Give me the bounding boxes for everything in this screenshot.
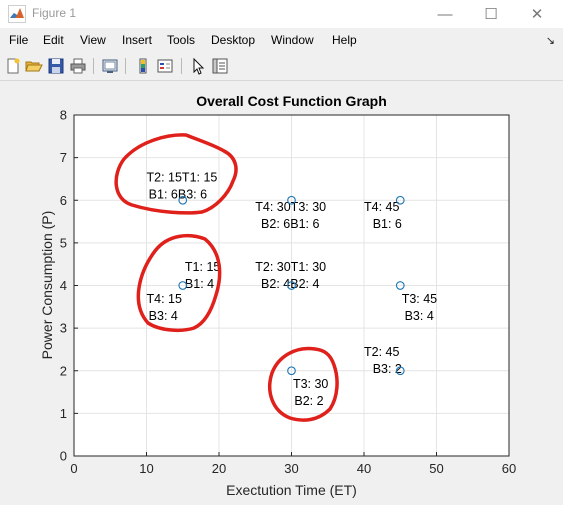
y-tick-label: 1 — [60, 406, 67, 421]
y-tick-label: 3 — [60, 321, 67, 336]
point-label: T4: 30T3: 30 — [255, 200, 326, 214]
annotation-circle-middle-left — [136, 233, 222, 333]
menu-help[interactable]: Help — [332, 33, 357, 47]
menu-bar: File Edit View Insert Tools Desktop Wind… — [0, 28, 563, 52]
point-label: T1: 15 — [185, 260, 220, 274]
point-label: T2: 15T1: 15 — [147, 170, 218, 184]
point-label: T4: 15 — [147, 292, 182, 306]
x-tick-label: 50 — [429, 461, 443, 476]
open-file-icon[interactable] — [25, 57, 43, 75]
close-button[interactable]: ✕ — [530, 6, 544, 23]
dock-arrow-icon[interactable]: ↘ — [545, 35, 555, 47]
menu-desktop[interactable]: Desktop — [211, 33, 256, 47]
data-point — [395, 281, 405, 290]
point-label: T4: 45 — [364, 200, 399, 214]
data-point — [395, 195, 405, 205]
edit-plot-icon[interactable] — [189, 57, 207, 75]
chart-title: Overall Cost Function Graph — [196, 93, 387, 109]
data-point — [395, 366, 405, 376]
point-label: B2: 2 — [294, 394, 323, 408]
print-icon[interactable] — [69, 57, 87, 75]
minimize-button[interactable]: — — [437, 5, 453, 23]
toolbar-separator — [93, 58, 94, 74]
point-label: B1: 6B3: 6 — [149, 187, 207, 201]
point-labels: T2: 15T1: 15 B1: 6B3: 6 T4: 30T3: 30 B2: 6B… — [147, 170, 438, 408]
cost-function-chart: 0 10 20 30 40 50 60 0 1 2 3 4 5 6 7 8 T2: 15T1: 15 B1: 6… — [39, 93, 516, 498]
window-title: Figure 1 — [32, 6, 77, 20]
data-point — [178, 281, 188, 290]
y-tick-label: 7 — [60, 150, 67, 165]
y-tick-label: 4 — [60, 278, 67, 293]
title-bar: Figure 1 — ☐ ✕ — [0, 0, 563, 28]
ticks: 0 10 20 30 40 50 60 0 1 2 3 4 5 6 7 8 — [60, 108, 516, 477]
link-plot-icon[interactable] — [101, 57, 119, 75]
menu-edit[interactable]: Edit — [43, 33, 64, 47]
menu-view[interactable]: View — [80, 33, 106, 47]
data-point — [287, 281, 296, 290]
point-label: B3: 2 — [373, 362, 402, 376]
colorbar-icon[interactable] — [134, 57, 152, 75]
matlab-logo-icon — [8, 5, 26, 23]
x-tick-label: 20 — [212, 461, 226, 476]
toolbar — [0, 52, 563, 81]
hand-drawn-annotations — [114, 133, 339, 422]
annotation-circle-top-left — [114, 133, 238, 215]
point-label: T3: 30 — [293, 377, 328, 391]
maximize-button[interactable]: ☐ — [484, 6, 498, 23]
toolbar-separator — [181, 58, 182, 74]
y-axis-label: Power Consumption (P) — [39, 211, 55, 360]
x-tick-label: 40 — [357, 461, 371, 476]
save-icon[interactable] — [47, 57, 65, 75]
figure-area: 0 10 20 30 40 50 60 0 1 2 3 4 5 6 7 8 T2: 15T1: 15 B1: 6… — [0, 81, 563, 500]
point-label: B2: 4B2: 4 — [261, 277, 319, 291]
menu-insert[interactable]: Insert — [122, 33, 153, 47]
y-tick-label: 5 — [60, 235, 67, 250]
y-tick-label: 2 — [60, 363, 67, 378]
point-label: B1: 4 — [185, 277, 214, 291]
point-label: B1: 6 — [373, 217, 402, 231]
data-point — [287, 366, 296, 376]
x-axis-label: Exectution Time (ET) — [226, 482, 357, 498]
annotation-circle-bottom — [268, 346, 339, 422]
toolbar-separator — [125, 58, 126, 74]
point-label: T3: 45 — [402, 292, 437, 306]
point-label: B3: 4 — [405, 309, 434, 323]
data-points — [178, 195, 405, 376]
property-inspector-icon[interactable] — [211, 57, 229, 75]
menu-tools[interactable]: Tools — [167, 33, 196, 47]
x-tick-label: 30 — [284, 461, 298, 476]
x-tick-label: 0 — [70, 461, 77, 476]
grid — [74, 115, 509, 456]
data-point — [178, 195, 188, 205]
y-tick-label: 6 — [60, 193, 67, 208]
menu-window[interactable]: Window — [271, 33, 314, 47]
point-label: T2: 30T1: 30 — [255, 260, 326, 274]
data-point — [287, 195, 296, 205]
y-tick-label: 0 — [60, 449, 67, 464]
point-label: B3: 4 — [149, 309, 178, 323]
legend-icon[interactable] — [156, 57, 174, 75]
menu-file[interactable]: File — [9, 33, 29, 47]
x-tick-label: 10 — [139, 461, 153, 476]
new-figure-icon[interactable] — [4, 57, 22, 75]
point-label: B2: 6B1: 6 — [261, 217, 319, 231]
point-label: T2: 45 — [364, 345, 399, 359]
x-tick-label: 60 — [502, 461, 516, 476]
y-tick-label: 8 — [60, 108, 67, 123]
